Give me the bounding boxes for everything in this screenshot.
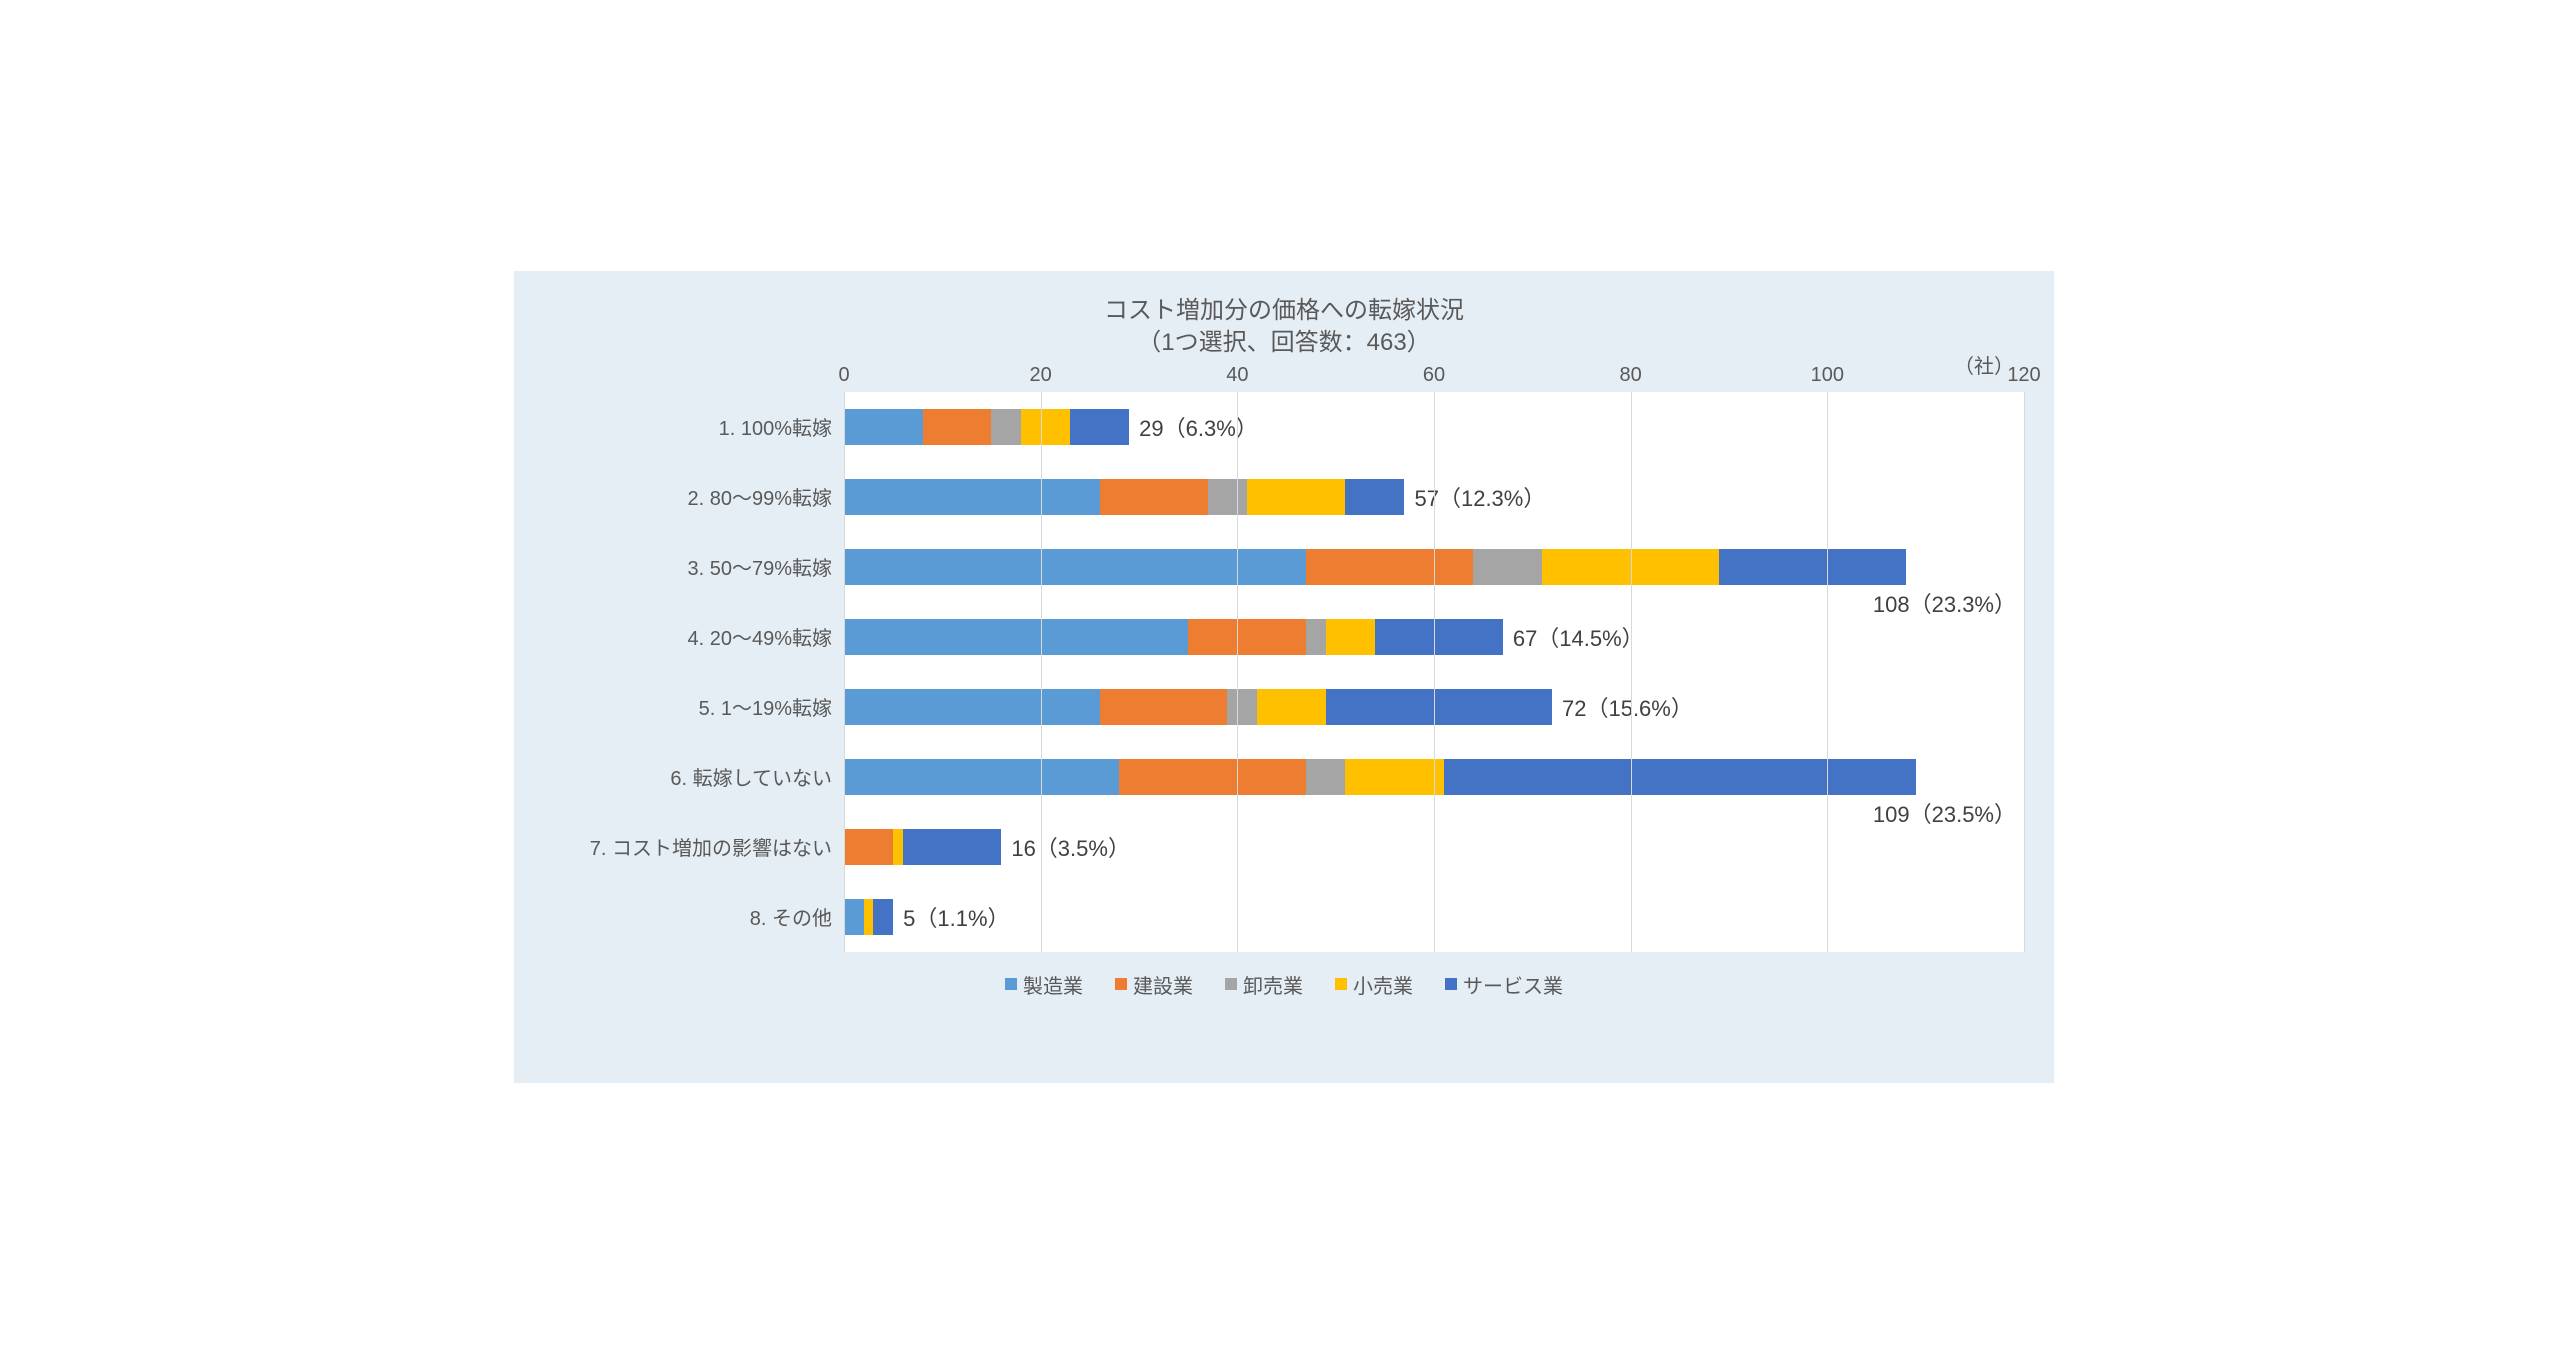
bar-segment (864, 899, 874, 935)
bar-segment (844, 619, 1188, 655)
chart-body: 1. 100%転嫁2. 80～99%転嫁3. 50～79%転嫁4. 20～49%… (554, 364, 2014, 952)
bar-stack (844, 479, 1404, 515)
bar-total-label: 16（3.5%） (1011, 831, 1130, 863)
bar-segment (923, 409, 992, 445)
x-tick-label: 100 (1811, 364, 1844, 387)
bar-segment (1444, 759, 1916, 795)
gridline (1041, 392, 1042, 952)
gridline (1827, 392, 1828, 952)
bar-segment (1021, 409, 1070, 445)
bar-segment (991, 409, 1021, 445)
bar-segment (873, 899, 893, 935)
bar-segment (1100, 689, 1228, 725)
x-tick-label: 40 (1226, 364, 1248, 387)
legend-label: 建設業 (1133, 970, 1193, 999)
bar-segment (844, 409, 923, 445)
bar-stack (844, 899, 893, 935)
bar-segment (1345, 479, 1404, 515)
bar-stack (844, 829, 1001, 865)
bar-segment (1227, 689, 1257, 725)
bar-segment (1719, 549, 1906, 585)
bar-segment (1306, 549, 1473, 585)
plot-area: 29（6.3%）57（12.3%）108（23.3%）67（14.5%）72（1… (844, 392, 2024, 952)
gridline (1237, 392, 1238, 952)
x-tick-label: 120 (2007, 364, 2040, 387)
bar-segment (1326, 619, 1375, 655)
gridline (2024, 392, 2025, 952)
y-axis-category-label: 8. その他 (554, 882, 832, 952)
bar-segment (1100, 479, 1208, 515)
y-axis-category-label: 7. コスト増加の影響はない (554, 812, 832, 882)
chart-title: コスト増加分の価格への転嫁状況 （1つ選択、回答数：463） (554, 295, 2014, 360)
bar-segment (1375, 619, 1503, 655)
y-axis-category-label: 1. 100%転嫁 (554, 392, 832, 462)
bar-segment (1326, 689, 1552, 725)
bar-segment (1306, 619, 1326, 655)
bar-total-label: 72（15.6%） (1562, 691, 1693, 723)
legend-item: サービス業 (1445, 970, 1563, 999)
bar-segment (1247, 479, 1345, 515)
chart-container: コスト増加分の価格への転嫁状況 （1つ選択、回答数：463） （社） 1. 10… (514, 271, 2054, 1083)
legend-swatch (1005, 978, 1017, 990)
legend-item: 建設業 (1115, 970, 1193, 999)
legend-label: 小売業 (1353, 970, 1413, 999)
y-axis-category-label: 2. 80～99%転嫁 (554, 462, 832, 532)
bar-total-label: 29（6.3%） (1139, 411, 1258, 443)
bar-stack (844, 549, 1906, 585)
x-tick-label: 20 (1030, 364, 1052, 387)
legend-item: 製造業 (1005, 970, 1083, 999)
x-axis: 020406080100120 (844, 364, 2024, 392)
bar-stack (844, 409, 1129, 445)
bar-stack (844, 689, 1552, 725)
bar-segment (1188, 619, 1306, 655)
y-axis-category-label: 3. 50～79%転嫁 (554, 532, 832, 602)
y-axis-category-label: 4. 20～49%転嫁 (554, 602, 832, 672)
gridline (1434, 392, 1435, 952)
bar-segment (1345, 759, 1443, 795)
bar-segment (1070, 409, 1129, 445)
bar-segment (1208, 479, 1247, 515)
legend: 製造業 建設業 卸売業 小売業 サービス業 (554, 970, 2014, 999)
legend-item: 小売業 (1335, 970, 1413, 999)
legend-label: 製造業 (1023, 970, 1083, 999)
y-axis-category-label: 5. 1～19%転嫁 (554, 672, 832, 742)
bar-stack (844, 619, 1503, 655)
bar-segment (844, 829, 893, 865)
gridline (1631, 392, 1632, 952)
x-tick-label: 0 (838, 364, 849, 387)
bar-segment (844, 759, 1119, 795)
bar-segment (844, 479, 1100, 515)
y-axis-category-label: 6. 転嫁していない (554, 742, 832, 812)
bar-segment (844, 689, 1100, 725)
bar-segment (844, 899, 864, 935)
bar-segment (1473, 549, 1542, 585)
bar-segment (1257, 689, 1326, 725)
legend-label: サービス業 (1463, 970, 1563, 999)
legend-label: 卸売業 (1243, 970, 1303, 999)
y-axis-labels: 1. 100%転嫁2. 80～99%転嫁3. 50～79%転嫁4. 20～49%… (554, 364, 844, 952)
bar-stack (844, 759, 1916, 795)
chart-title-line2: （1つ選択、回答数：463） (554, 327, 2014, 359)
bar-segment (1306, 759, 1345, 795)
chart-title-line1: コスト増加分の価格への転嫁状況 (554, 295, 2014, 327)
bar-segment (1119, 759, 1306, 795)
bar-total-label: 5（1.1%） (903, 901, 1009, 933)
bar-segment (893, 829, 903, 865)
x-tick-label: 60 (1423, 364, 1445, 387)
plot-wrap: 020406080100120 29（6.3%）57（12.3%）108（23.… (844, 364, 2024, 952)
legend-swatch (1335, 978, 1347, 990)
x-tick-label: 80 (1620, 364, 1642, 387)
bar-segment (903, 829, 1001, 865)
legend-swatch (1445, 978, 1457, 990)
legend-swatch (1225, 978, 1237, 990)
bar-total-label: 67（14.5%） (1513, 621, 1644, 653)
legend-swatch (1115, 978, 1127, 990)
legend-item: 卸売業 (1225, 970, 1303, 999)
